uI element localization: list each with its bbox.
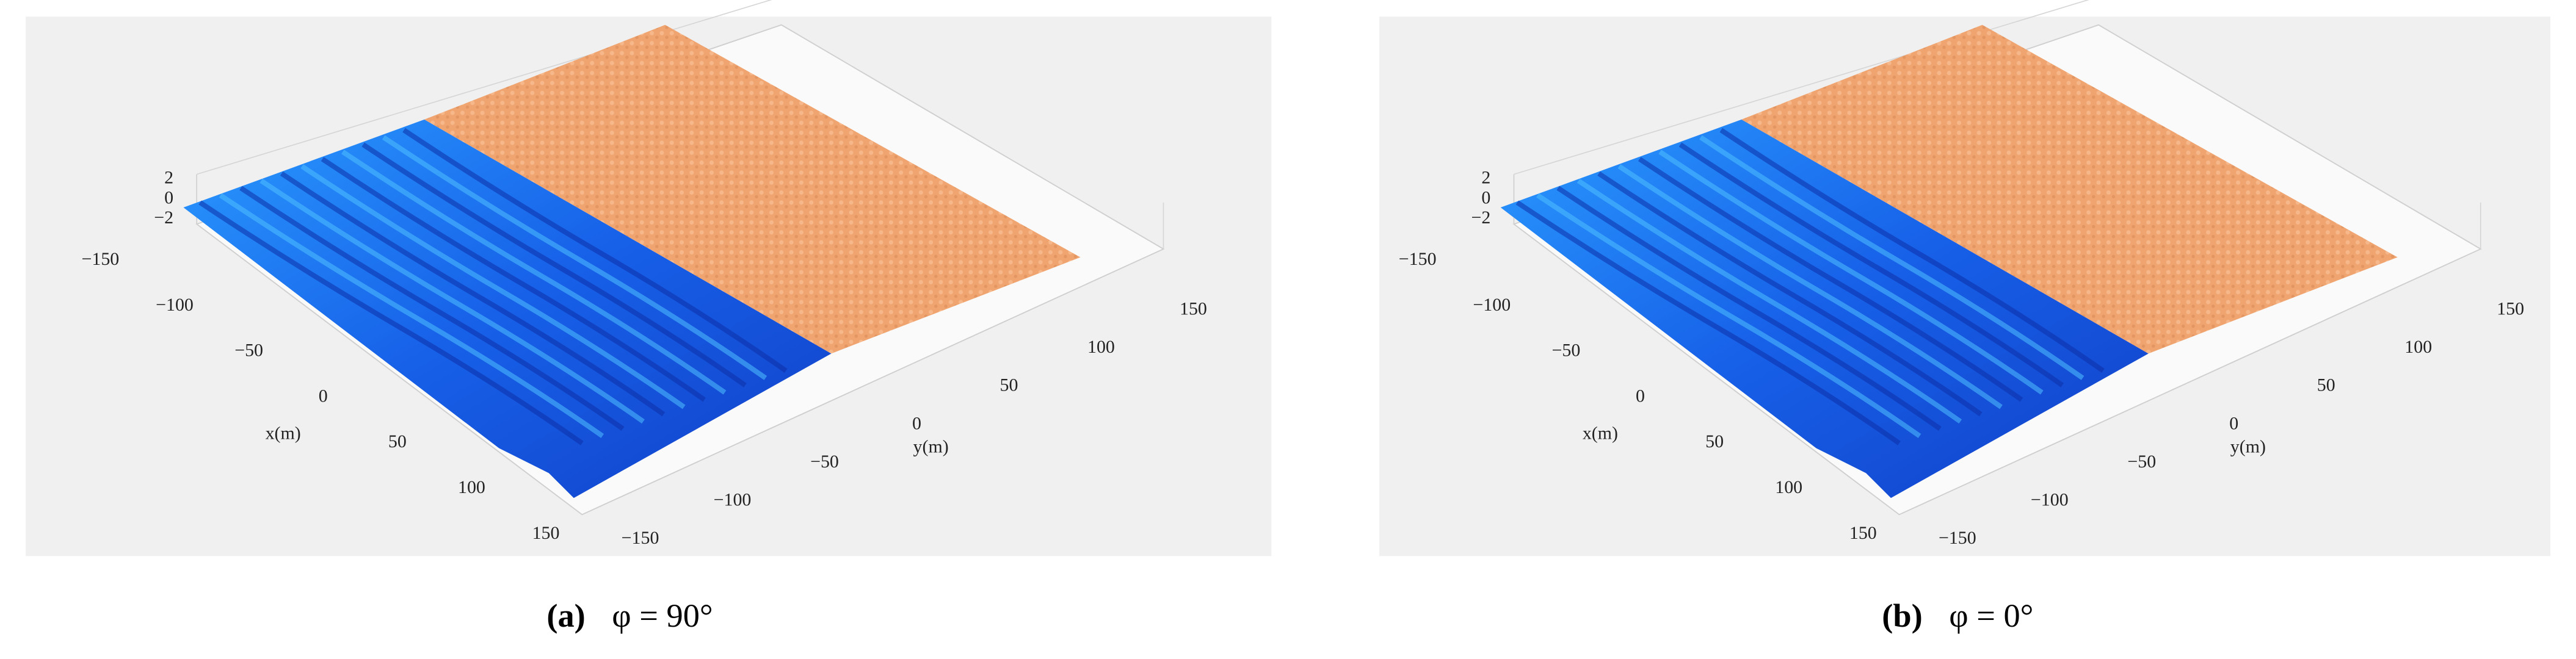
box-edge xyxy=(1514,0,2089,175)
wave-crest xyxy=(1699,135,2084,380)
x-tick-label: −100 xyxy=(156,295,194,315)
y-tick-label: 100 xyxy=(2404,337,2432,357)
wave-crest xyxy=(1678,142,2064,387)
wave-crest xyxy=(300,164,686,409)
wave-crest xyxy=(1576,178,1962,424)
x-tick-label: 0 xyxy=(1636,386,1645,406)
x-tick-label: −50 xyxy=(1552,340,1581,361)
y-tick-label: 50 xyxy=(2317,375,2335,395)
wave-crest xyxy=(1719,128,2105,373)
x-axis-label: x(m) xyxy=(1583,423,1618,444)
y-tick-label: 100 xyxy=(1087,337,1115,357)
wave-crest xyxy=(280,171,666,417)
x-tick-label: 100 xyxy=(1775,477,1802,497)
z-tick-label: 2 xyxy=(1481,168,1490,188)
y-tick-label: −150 xyxy=(1939,528,1976,548)
z-tick-label: 0 xyxy=(1481,187,1490,207)
wave-crest xyxy=(402,128,788,373)
wave-crest xyxy=(1638,157,2023,402)
y-axis-label: y(m) xyxy=(913,436,949,456)
y-tick-label: −100 xyxy=(2031,489,2069,510)
wave-crest xyxy=(239,185,625,431)
wave-crest xyxy=(382,135,767,380)
wave-crest xyxy=(1597,171,1983,417)
wave-crest xyxy=(198,200,584,445)
x-tick-label: 0 xyxy=(319,386,328,406)
wave-crest xyxy=(1617,164,2003,409)
wave-crest xyxy=(1658,149,2044,395)
wave-crest xyxy=(341,149,727,395)
wave-crest xyxy=(1556,185,1942,431)
x-tick-label: −100 xyxy=(1473,295,1511,315)
z-tick-label: 0 xyxy=(164,187,173,207)
panel-caption: φ = 90° xyxy=(612,597,713,634)
flat-region xyxy=(1741,24,2398,354)
box-edge xyxy=(196,0,772,175)
panel-caption: φ = 0° xyxy=(1949,597,2033,634)
wave-crest xyxy=(219,193,604,438)
wave-crest xyxy=(321,157,706,402)
x-tick-label: −150 xyxy=(82,249,120,269)
y-tick-label: 0 xyxy=(912,413,921,433)
y-tick-label: 150 xyxy=(2497,299,2524,319)
x-axis-label: x(m) xyxy=(266,423,301,444)
y-tick-label: −50 xyxy=(810,452,839,472)
z-tick-label: −2 xyxy=(154,207,173,228)
panel-label: (b) xyxy=(1882,597,1922,634)
x-tick-label: −150 xyxy=(1399,249,1437,269)
y-tick-label: 0 xyxy=(2229,413,2238,433)
y-tick-label: −50 xyxy=(2127,452,2156,472)
y-tick-label: −150 xyxy=(622,528,659,548)
y-axis-label: y(m) xyxy=(2230,436,2266,456)
wave-crest xyxy=(1536,193,1921,438)
flat-region xyxy=(424,24,1081,354)
x-tick-label: 50 xyxy=(388,431,407,452)
wave-crest xyxy=(1515,200,1901,445)
z-tick-label: −2 xyxy=(1471,207,1491,228)
y-tick-label: 50 xyxy=(1000,375,1018,395)
wave-crest xyxy=(259,178,645,424)
z-tick-label: 2 xyxy=(164,168,173,188)
wave-crest xyxy=(361,142,747,387)
y-tick-label: −100 xyxy=(714,489,752,510)
x-tick-label: 50 xyxy=(1705,431,1724,452)
y-tick-label: 150 xyxy=(1180,299,1207,319)
x-tick-label: −50 xyxy=(234,340,263,361)
x-tick-label: 150 xyxy=(1849,523,1877,543)
x-tick-label: 100 xyxy=(458,477,485,497)
x-tick-label: 150 xyxy=(532,523,560,543)
panel-label: (a) xyxy=(546,597,585,634)
